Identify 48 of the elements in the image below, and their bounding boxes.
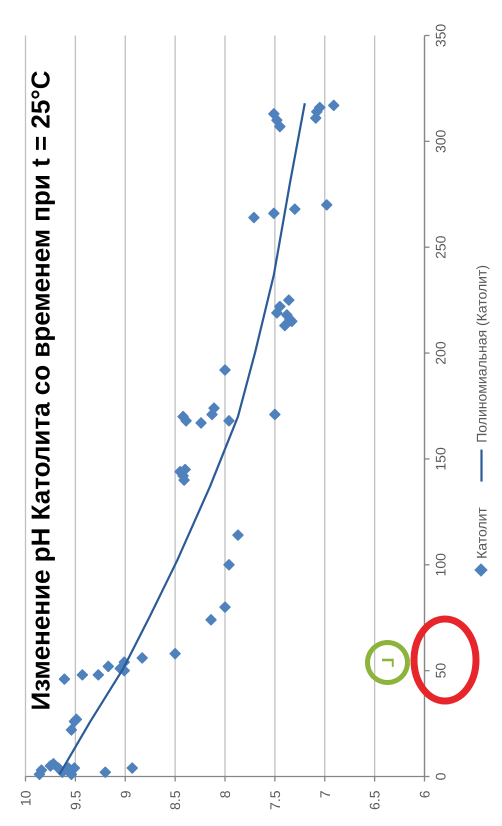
point [232,529,244,541]
point [76,669,88,681]
point [58,673,70,685]
y-tick-label: 100 [432,552,448,576]
point [269,408,281,420]
point [268,208,280,220]
point [289,203,301,215]
y-tick-label: 150 [432,447,448,471]
y-tick-label: 0 [432,772,448,780]
point [126,762,138,774]
x-tick-label: 6.5 [366,790,383,810]
point [223,558,235,571]
y-tick-label: 50 [432,662,448,678]
point [195,417,207,429]
point [248,212,260,224]
text: Изменение pH Католита со временем при t = 25°C [26,70,56,710]
point [136,652,148,664]
text: Католит [474,506,490,559]
point [99,766,112,778]
x-tick-label: 7.5 [266,790,283,810]
x-tick-label: 9.5 [67,790,84,810]
point [219,601,231,613]
point [283,294,295,306]
point [320,199,333,211]
x-tick-label: 10 [18,790,34,806]
point [208,402,220,414]
y-tick-label: 350 [432,24,448,48]
point [66,724,78,736]
x-tick-label: 8 [217,790,233,798]
y-tick-label: 250 [432,235,448,259]
annotation: Г [378,658,397,668]
x-tick-label: 9 [117,790,134,798]
point [92,669,104,681]
point [205,614,217,626]
point [102,660,114,672]
point [219,364,231,376]
x-tick-label: 7 [316,790,333,798]
point [223,415,235,427]
y-tick-label: 200 [432,341,448,365]
point [279,320,291,332]
x-tick-label: 8.5 [167,790,184,810]
point [328,100,340,112]
text: Полиномиальная (Католит) [474,264,490,443]
point [274,300,286,312]
point [268,108,280,120]
point [169,648,181,660]
y-tick-label: 300 [432,129,448,154]
x-tick-label: 6 [416,790,432,798]
